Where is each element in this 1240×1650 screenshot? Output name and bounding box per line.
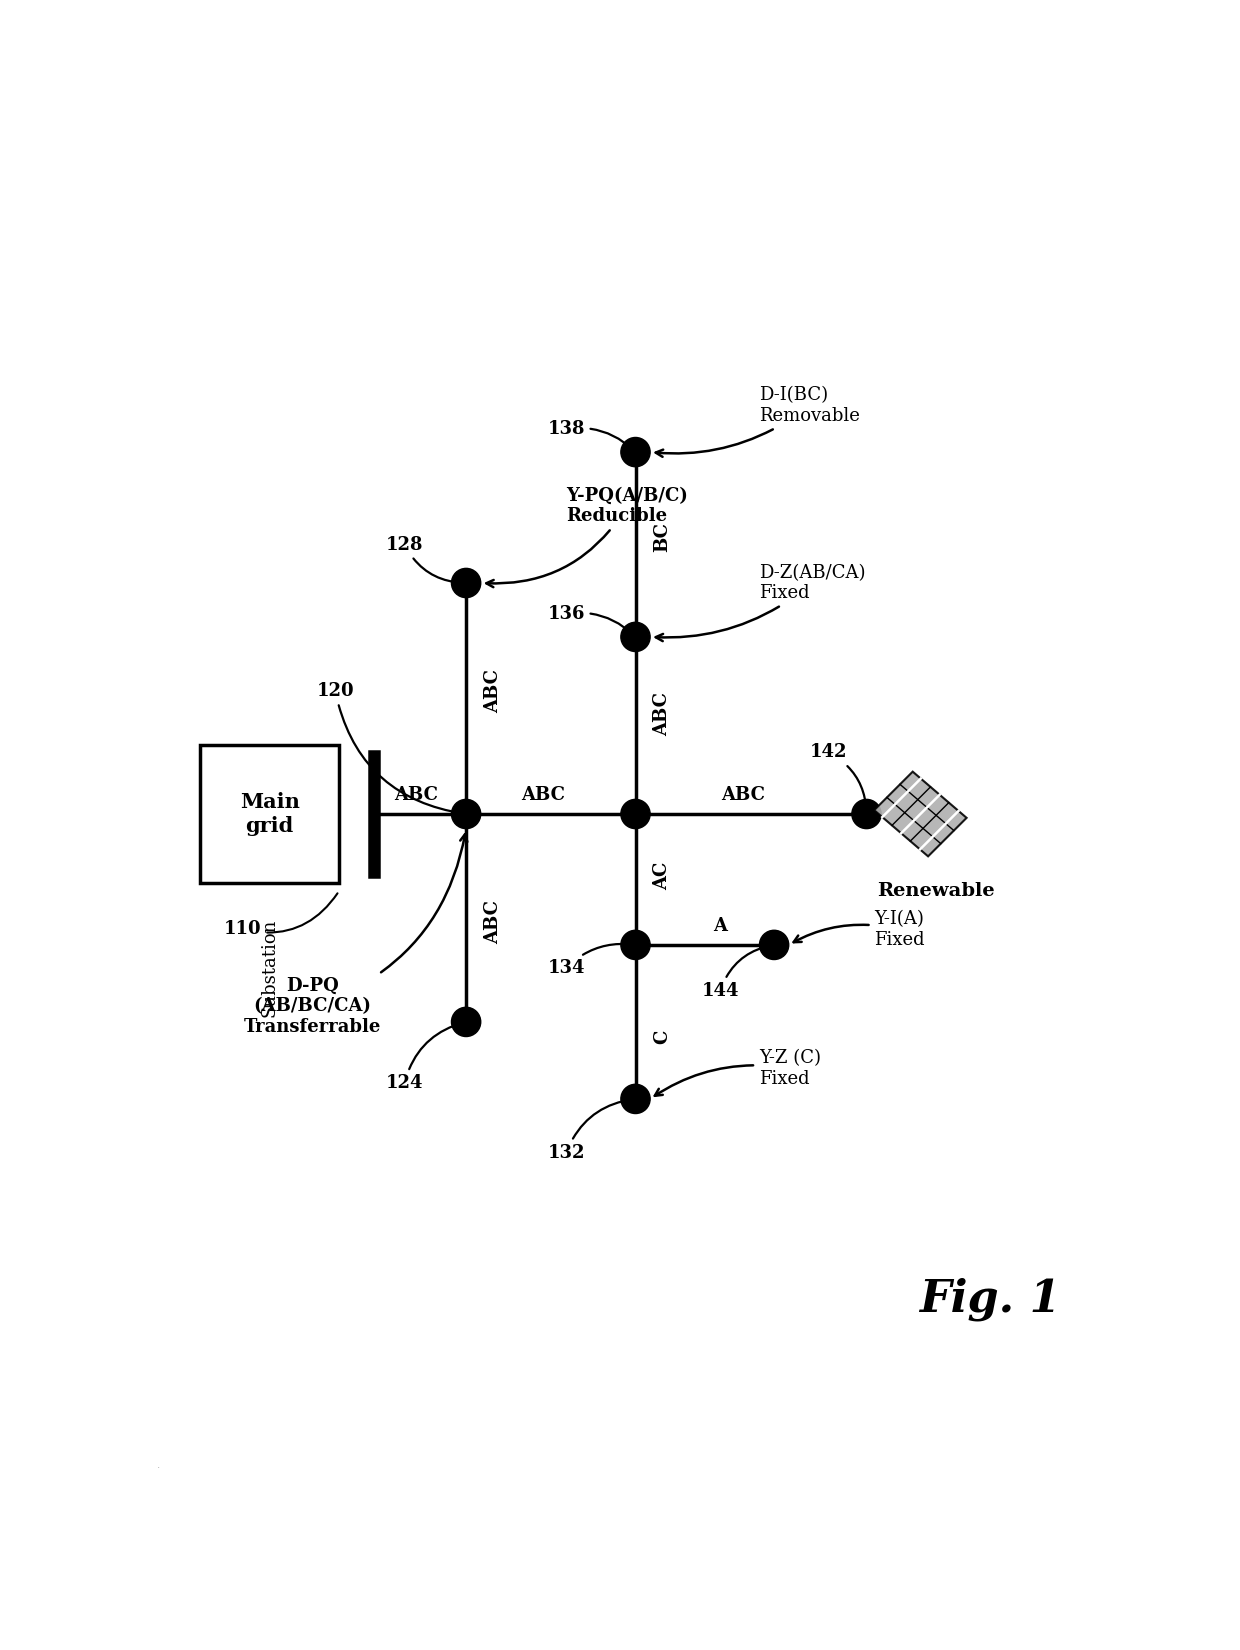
Circle shape: [621, 799, 650, 828]
Text: 134: 134: [547, 944, 632, 977]
Text: D-I(BC)
Removable: D-I(BC) Removable: [656, 386, 859, 457]
Text: 138: 138: [547, 421, 634, 450]
Circle shape: [451, 568, 481, 597]
Circle shape: [621, 622, 650, 652]
Circle shape: [451, 1006, 481, 1036]
Text: 120: 120: [316, 681, 464, 813]
Text: ABC: ABC: [394, 785, 438, 804]
Text: BC: BC: [653, 521, 671, 551]
Text: 124: 124: [386, 1023, 464, 1092]
Circle shape: [621, 1084, 650, 1114]
Text: 144: 144: [702, 945, 771, 1000]
Text: Y-Z (C)
Fixed: Y-Z (C) Fixed: [655, 1049, 821, 1096]
Text: Fig. 1: Fig. 1: [919, 1277, 1060, 1322]
Circle shape: [621, 437, 650, 467]
Text: 132: 132: [547, 1099, 632, 1162]
Text: 142: 142: [810, 744, 867, 812]
Circle shape: [451, 799, 481, 828]
Text: 110: 110: [224, 893, 337, 939]
Text: ABC: ABC: [521, 785, 565, 804]
Text: 128: 128: [386, 536, 464, 582]
Text: Main
grid: Main grid: [239, 792, 300, 835]
Text: A: A: [713, 917, 727, 934]
Text: Substation: Substation: [260, 919, 279, 1016]
Polygon shape: [874, 772, 967, 856]
Text: D-PQ
(AB/BC/CA)
Transferrable: D-PQ (AB/BC/CA) Transferrable: [243, 835, 467, 1036]
Circle shape: [852, 799, 882, 828]
Circle shape: [621, 931, 650, 960]
Text: 136: 136: [547, 606, 634, 635]
Text: AC: AC: [653, 861, 671, 889]
Text: ABC: ABC: [484, 668, 502, 713]
Text: ABC: ABC: [653, 691, 671, 736]
Bar: [201, 744, 339, 883]
Text: ABC: ABC: [484, 899, 502, 944]
Text: D-Z(AB/CA)
Fixed: D-Z(AB/CA) Fixed: [656, 564, 866, 642]
Text: ABC: ABC: [722, 785, 765, 804]
Text: Y-I(A)
Fixed: Y-I(A) Fixed: [794, 911, 925, 949]
Text: C: C: [653, 1030, 671, 1044]
Circle shape: [759, 931, 789, 960]
Text: Y-PQ(A/B/C)
Reducible: Y-PQ(A/B/C) Reducible: [486, 487, 688, 587]
Text: Renewable: Renewable: [877, 883, 994, 899]
